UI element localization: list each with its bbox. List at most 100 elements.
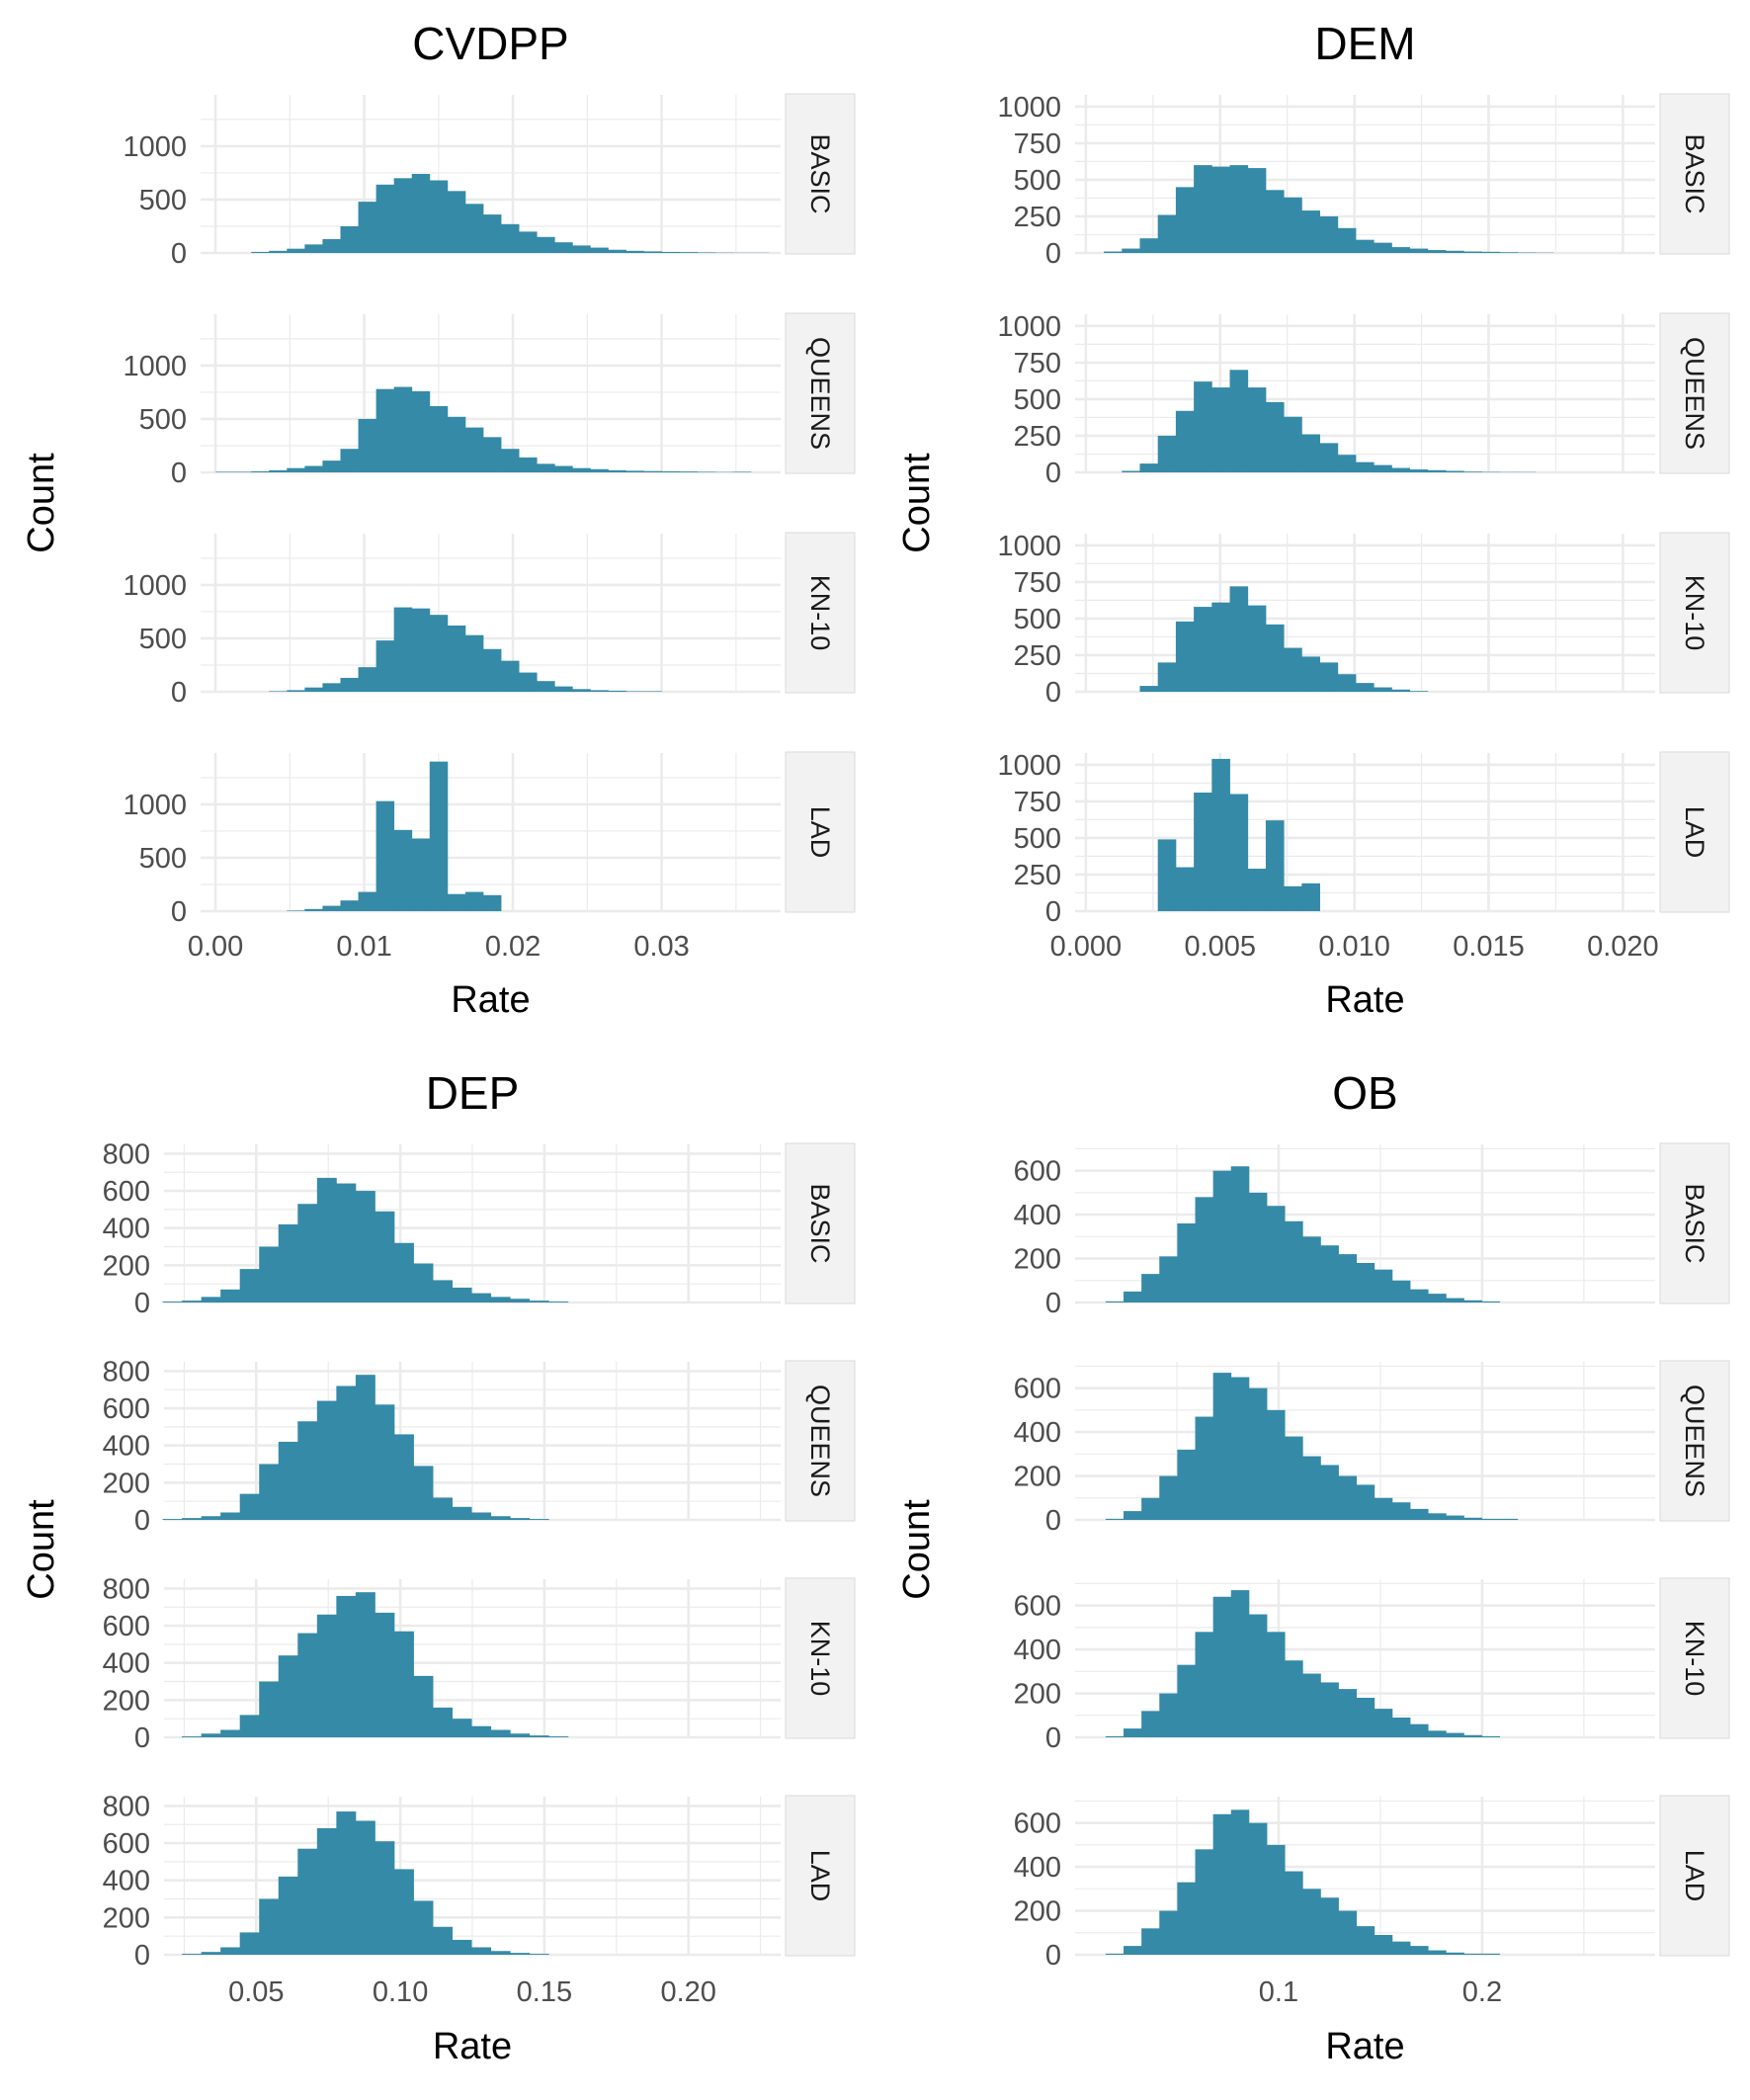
x-tick-label: 0.00 <box>188 931 243 963</box>
y-tick-label: 0 <box>1045 1505 1061 1537</box>
facet-strip-label: LAD <box>1680 1850 1709 1902</box>
histogram-bar <box>732 471 752 472</box>
y-tick-label: 0 <box>1045 896 1061 928</box>
x-tick-label: 0.20 <box>660 1976 715 2008</box>
facet-strip <box>785 1795 856 1957</box>
y-tick-label: 400 <box>1014 1852 1061 1884</box>
histogram-bar <box>1177 1882 1196 1955</box>
histogram-bar <box>608 690 626 692</box>
histogram-bar <box>510 1953 531 1955</box>
y-tick-label: 200 <box>103 1250 150 1282</box>
histogram-bar <box>1374 1709 1393 1737</box>
histogram-bar <box>1157 839 1177 911</box>
histogram-bar <box>278 1876 298 1955</box>
histogram-bar <box>490 1951 511 1955</box>
histogram-bar <box>482 648 502 692</box>
histogram-bar <box>1427 250 1447 253</box>
x-tick-label: 0.000 <box>1050 931 1123 963</box>
histogram-bar <box>464 891 484 911</box>
histogram-bar <box>1463 1734 1482 1737</box>
histogram-bar <box>1355 683 1375 692</box>
histogram-bar <box>625 250 644 253</box>
histogram-bar <box>519 457 538 472</box>
y-tick-label: 0 <box>134 1505 150 1537</box>
histogram-bar <box>1230 1166 1250 1302</box>
histogram-bar <box>1230 1590 1250 1737</box>
histogram-bar <box>1409 691 1429 692</box>
histogram-bar <box>1141 1497 1160 1520</box>
histogram-bar <box>572 467 591 472</box>
x-tick-label: 0.005 <box>1184 931 1256 963</box>
facet-queens: 0 200 400 600 800 QUEENS <box>103 1356 856 1537</box>
histogram-bar <box>1338 1910 1358 1955</box>
histogram-bar <box>393 178 413 253</box>
histogram-bar <box>1267 1632 1286 1737</box>
histogram-bar <box>259 1464 280 1520</box>
y-tick-label: 400 <box>1014 1635 1061 1666</box>
histogram-bar <box>1157 214 1177 253</box>
y-tick-label: 400 <box>103 1214 150 1245</box>
histogram-bar <box>393 1631 414 1737</box>
histogram-bar <box>429 405 449 472</box>
histogram-bar <box>297 1421 318 1520</box>
histogram-bar <box>1175 187 1195 253</box>
histogram-bar <box>1267 1206 1286 1302</box>
histogram-bar <box>340 900 359 911</box>
facet-strip <box>1659 751 1730 913</box>
x-tick-label: 0.1 <box>1259 1976 1298 2008</box>
histogram-bar <box>1428 1730 1447 1737</box>
histogram-bar <box>182 1518 203 1520</box>
histogram-bar <box>1194 607 1212 692</box>
histogram-bar <box>413 1466 434 1520</box>
histogram-bar <box>322 905 341 911</box>
histogram-bar <box>269 469 288 472</box>
histogram-bar <box>1319 443 1339 472</box>
histogram-bar <box>278 1223 298 1302</box>
histogram-bar <box>1481 1518 1501 1520</box>
facet-strip-label: LAD <box>1680 806 1709 859</box>
histogram-bar <box>375 640 395 692</box>
histogram-bar <box>220 1289 241 1302</box>
y-tick-label: 250 <box>1014 640 1061 672</box>
histogram-bar <box>1337 455 1357 472</box>
histogram-bar <box>201 1297 221 1302</box>
facet-basic: 0 250 500 750 1000 BASIC <box>997 92 1730 270</box>
histogram-bar <box>1229 794 1249 911</box>
histogram-bar <box>1374 464 1392 472</box>
histogram-bar <box>316 1828 337 1955</box>
y-tick-label: 200 <box>1014 1244 1061 1276</box>
facet-strip <box>1659 93 1730 255</box>
y-tick-label: 500 <box>139 843 187 875</box>
facet-strip <box>1659 1360 1730 1522</box>
y-axis-title: Count <box>21 453 62 553</box>
y-tick-label: 500 <box>139 624 187 655</box>
histogram-bar <box>355 1592 375 1737</box>
histogram-bar <box>1105 1953 1125 1955</box>
histogram-bar <box>1248 1614 1268 1737</box>
histogram-bar <box>529 1735 549 1737</box>
histogram-bar <box>1247 869 1267 911</box>
facet-strip-label: QUEENS <box>805 1385 835 1497</box>
histogram-bar <box>220 1947 241 1955</box>
histogram-bar <box>1230 1377 1250 1520</box>
histogram-bar <box>393 1434 414 1520</box>
x-tick-label: 0.010 <box>1318 931 1390 963</box>
x-axis-title: Rate <box>451 979 530 1021</box>
histogram-bar <box>220 1512 241 1520</box>
histogram-bar <box>358 418 377 472</box>
histogram-bar <box>355 1191 375 1302</box>
histogram-bar <box>529 1519 549 1520</box>
y-tick-label: 0 <box>1045 1940 1061 1972</box>
panel-dem: DEM 0 250 500 750 1000 BASIC 0 250 500 750 1000 QUEE… <box>896 18 1730 1021</box>
histogram-bar <box>452 1719 472 1737</box>
facet-strip <box>785 751 856 913</box>
histogram-bar <box>1320 1245 1339 1302</box>
facet-strip-label: KN-10 <box>805 575 835 651</box>
histogram-bar <box>1410 1946 1429 1955</box>
histogram-bar <box>1285 1220 1303 1302</box>
y-tick-label: 1000 <box>997 531 1061 562</box>
histogram-bar <box>297 1848 318 1955</box>
histogram-bar <box>1194 793 1212 911</box>
x-axis-title: Rate <box>433 2026 512 2067</box>
